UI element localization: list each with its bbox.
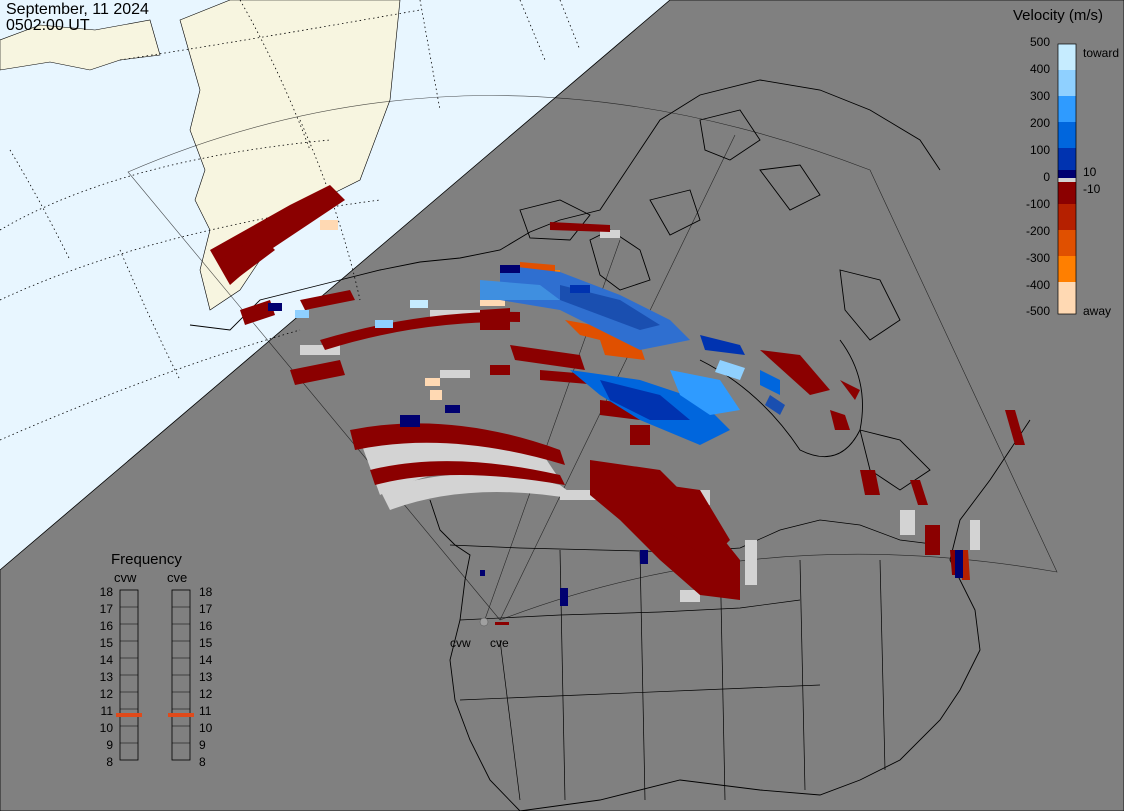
frequency-title: Frequency (111, 551, 182, 568)
frequency-tick-left: 11 (101, 704, 114, 718)
frequency-marker-cve (168, 713, 194, 717)
frequency-radar-cve: cve (167, 570, 187, 585)
frequency-tick-right: 15 (199, 636, 213, 650)
velocity-legend: Velocity (m/s) 500 400 300 200 100 0 -10… (1013, 7, 1119, 318)
radar-sites: cvw cve (450, 617, 509, 650)
frequency-marker-cvw (116, 713, 142, 717)
frequency-tick-left: 10 (100, 721, 114, 735)
radar-label-cvw: cvw (450, 636, 471, 650)
frequency-tick-right: 14 (199, 653, 213, 667)
frequency-tick-left: 8 (106, 755, 113, 769)
frequency-tick-left: 17 (100, 602, 114, 616)
coastlines (189, 79, 1031, 811)
velocity-tick: 100 (1030, 143, 1050, 157)
velocity-legend-title: Velocity (m/s) (1013, 7, 1103, 24)
frequency-tick-right: 17 (199, 602, 213, 616)
velocity-small-pos: 10 (1083, 165, 1097, 179)
borders (449, 519, 941, 801)
frequency-tick-right: 16 (199, 619, 213, 633)
frequency-tick-left: 13 (100, 670, 114, 684)
day-land-siberia (0, 19, 161, 71)
velocity-tick: 500 (1030, 35, 1050, 49)
frequency-tick-left: 18 (100, 585, 114, 599)
velocity-away-max (320, 220, 505, 400)
velocity-tick: -300 (1026, 251, 1050, 265)
frequency-tick-right: 9 (199, 738, 206, 752)
velocity-tick: -100 (1026, 197, 1050, 211)
day-land-alaska (179, 0, 401, 311)
radar-label-cve: cve (490, 636, 509, 650)
frequency-tick-right: 18 (199, 585, 213, 599)
velocity-tick: -200 (1026, 224, 1050, 238)
velocity-tick: -400 (1026, 278, 1050, 292)
frequency-radar-cvw: cvw (114, 570, 137, 585)
velocity-away-label: away (1083, 304, 1111, 318)
frequency-legend: Frequency cvw cve 18 17 16 15 14 13 12 1… (100, 551, 213, 769)
frequency-tick-left: 14 (100, 653, 114, 667)
frequency-tick-right: 13 (199, 670, 213, 684)
velocity-tick: 0 (1043, 170, 1050, 184)
velocity-tick: -500 (1026, 304, 1050, 318)
frequency-tick-right: 12 (199, 687, 213, 701)
frequency-tick-left: 9 (106, 738, 113, 752)
observation-date: September, 11 2024 (6, 1, 149, 18)
velocity-toward-label: toward (1083, 46, 1119, 60)
frequency-tick-right: 11 (199, 704, 212, 718)
frequency-tick-right: 8 (199, 755, 206, 769)
frequency-tick-left: 16 (100, 619, 114, 633)
frequency-tick-left: 12 (100, 687, 114, 701)
frequency-tick-left: 15 (100, 636, 114, 650)
velocity-tick: 300 (1030, 89, 1050, 103)
velocity-tick: 200 (1030, 116, 1050, 130)
observation-time: 0502:00 UT (6, 17, 90, 34)
velocity-small-neg: -10 (1083, 182, 1101, 196)
velocity-toward (268, 265, 963, 606)
velocity-tick: 400 (1030, 62, 1050, 76)
frequency-tick-right: 10 (199, 721, 213, 735)
